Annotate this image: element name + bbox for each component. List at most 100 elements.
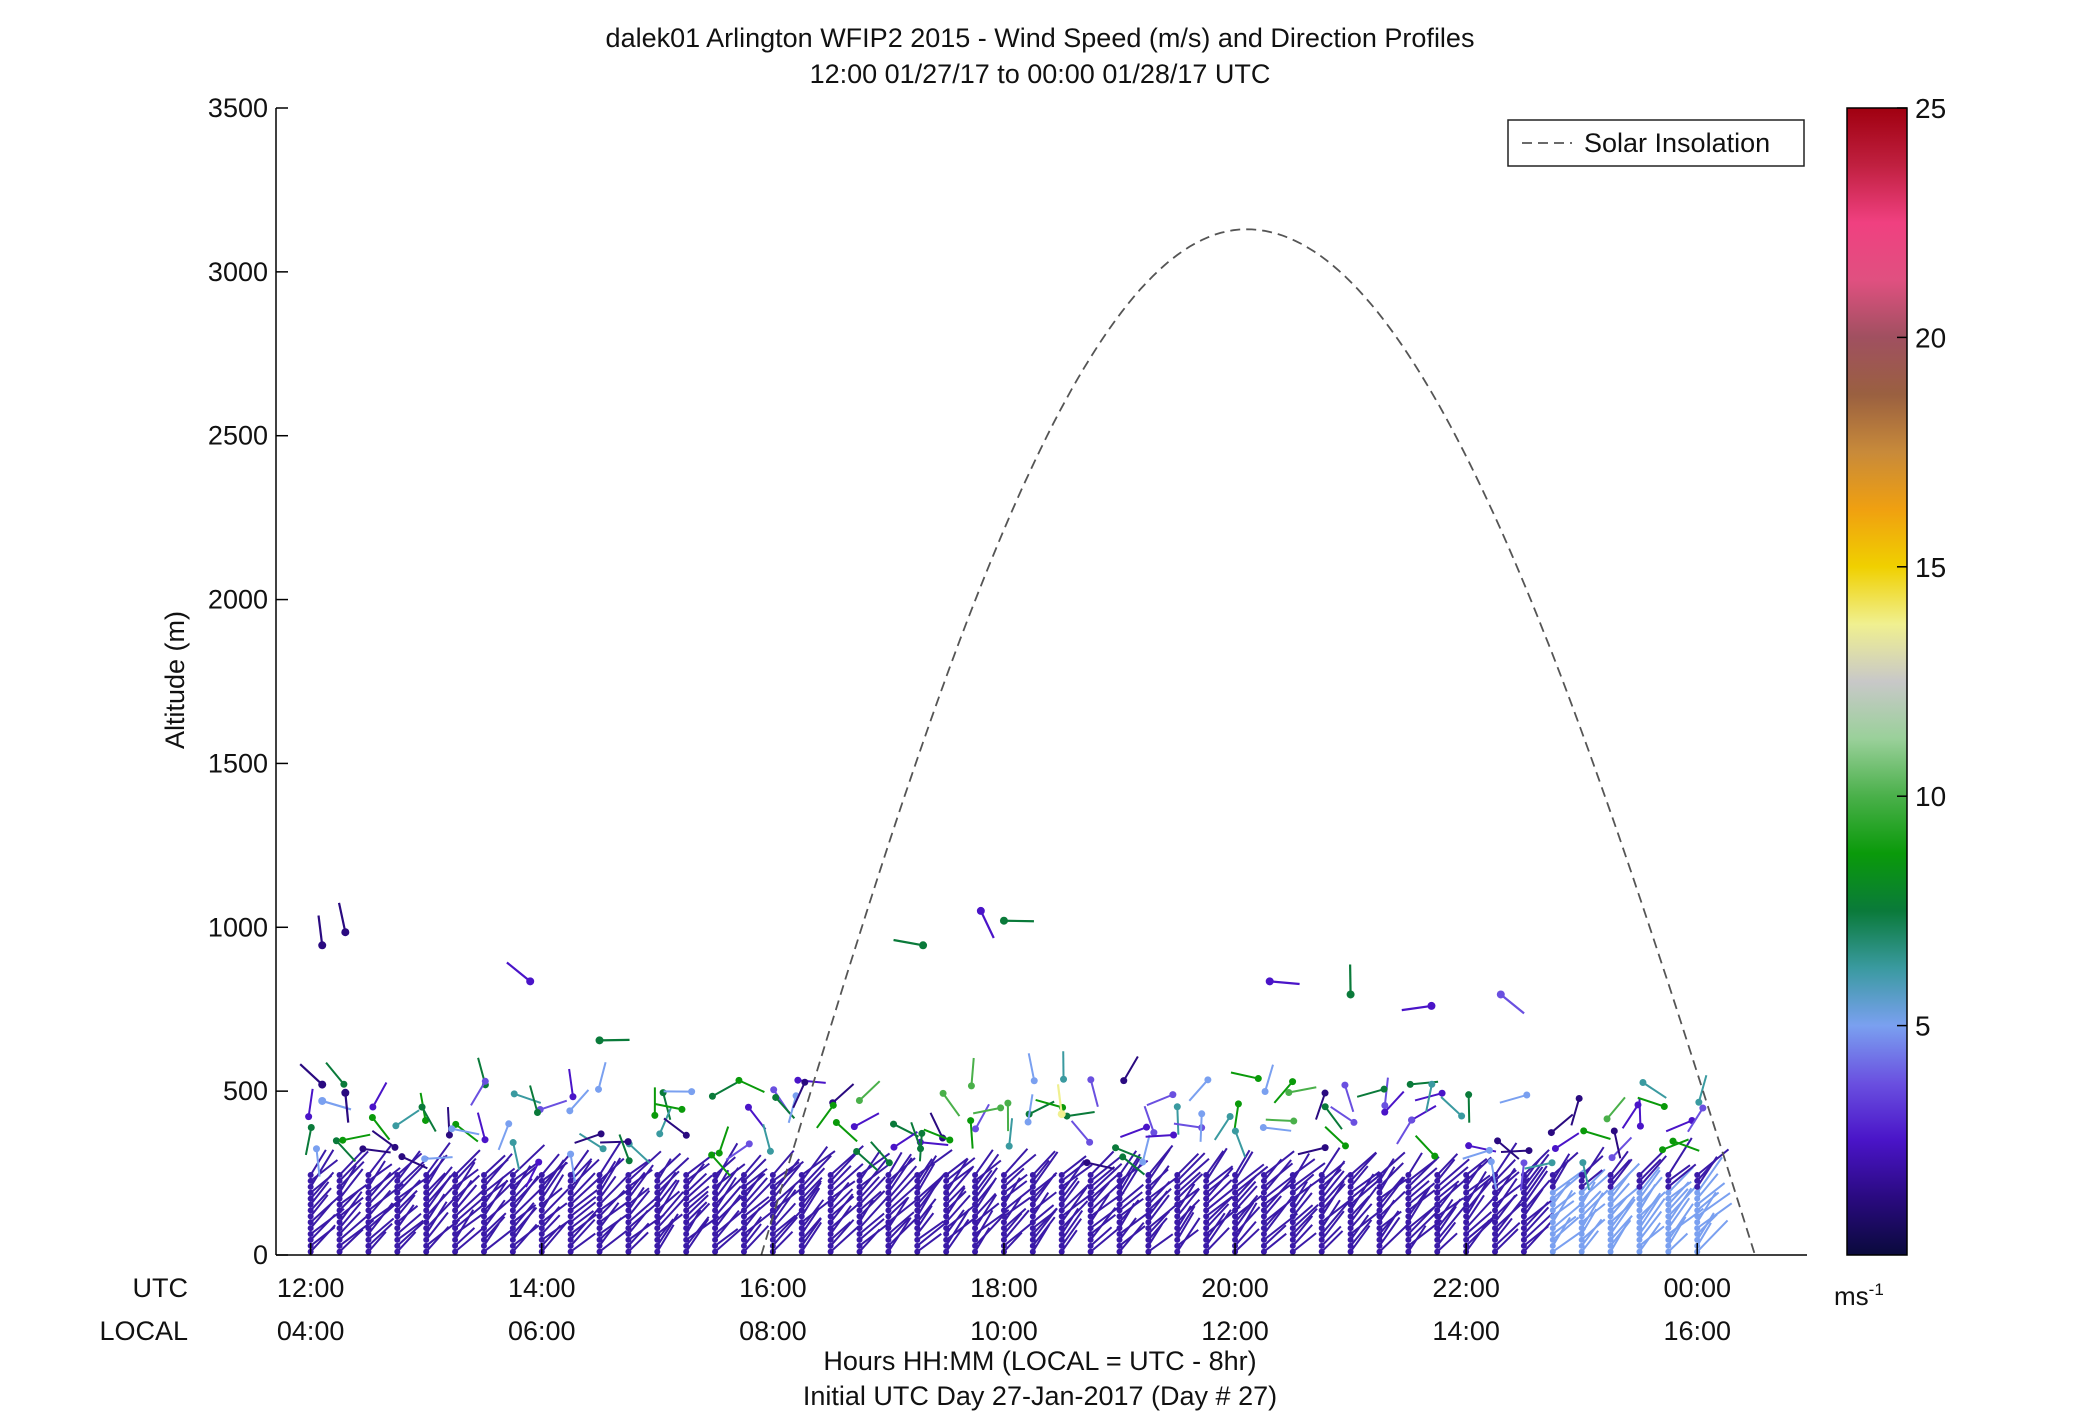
- wind-barb-shaft: [800, 1146, 829, 1182]
- wind-barb-point: [1321, 1089, 1329, 1097]
- wind-barb-shaft: [1637, 1096, 1665, 1108]
- wind-barb-shaft: [792, 1081, 806, 1109]
- wind-barb-shaft: [974, 1159, 1002, 1182]
- wind-barb-point: [1000, 1195, 1007, 1202]
- wind-barb-shaft: [1205, 1173, 1230, 1194]
- wind-barb-point: [1232, 1195, 1239, 1202]
- wind-barb-point: [365, 1248, 372, 1255]
- colorbar: [1846, 107, 1908, 1256]
- wind-barb-shaft: [829, 1181, 850, 1206]
- wind-barb-point: [1549, 1201, 1556, 1208]
- wind-barb-point: [1289, 1183, 1296, 1190]
- wind-barb-point: [740, 1189, 747, 1196]
- wind-barb-point: [1549, 1213, 1556, 1220]
- wind-barb-point: [1260, 1225, 1267, 1232]
- wind-barb-shaft: [916, 1155, 938, 1188]
- wind-barb-point: [856, 1236, 863, 1243]
- wind-barb-point: [943, 1231, 950, 1238]
- wind-barb-point: [798, 1231, 805, 1238]
- wind-barb-point: [1116, 1195, 1123, 1202]
- wind-barb-shaft: [916, 1220, 945, 1241]
- wind-barb-shaft: [1032, 1204, 1055, 1223]
- wind-barb-point: [712, 1172, 719, 1179]
- wind-barb-shaft: [512, 1223, 538, 1253]
- wind-barb-point: [740, 1195, 747, 1202]
- wind-barb-point: [1347, 1248, 1354, 1255]
- wind-barb-point: [452, 1248, 459, 1255]
- utc-tick-label: 22:00: [1432, 1273, 1500, 1303]
- wind-barb-point: [1636, 1201, 1643, 1208]
- wind-barb-shaft: [1263, 1180, 1296, 1206]
- wind-barb-shaft: [974, 1194, 998, 1229]
- wind-barb-shaft: [974, 1103, 990, 1130]
- wind-barb-point: [1143, 1123, 1151, 1131]
- wind-barb-point: [769, 1201, 776, 1208]
- wind-barb-point: [1494, 1137, 1502, 1145]
- wind-barb-point: [827, 1172, 834, 1179]
- wind-barb-shaft: [540, 1174, 565, 1211]
- wind-barb-point: [1260, 1242, 1267, 1249]
- wind-barb-shaft: [887, 1174, 917, 1206]
- wind-barb-shaft: [1234, 1151, 1254, 1182]
- wind-barb-point: [1145, 1183, 1152, 1190]
- wind-barb-point: [1232, 1172, 1239, 1179]
- wind-barb-point: [480, 1231, 487, 1238]
- wind-barb-point: [394, 1195, 401, 1202]
- wind-barb-point: [365, 1207, 372, 1214]
- wind-barb-shaft: [974, 1214, 1005, 1247]
- wind-barb-shaft: [1118, 1191, 1143, 1212]
- wind-barb-shaft: [570, 1201, 597, 1224]
- wind-barb-point: [1260, 1177, 1267, 1184]
- wind-barb-shaft: [1414, 1135, 1436, 1157]
- wind-barb-point: [827, 1207, 834, 1214]
- wind-barb-shaft: [1315, 1092, 1326, 1120]
- wind-barb-point: [712, 1248, 719, 1255]
- wind-barb-shaft: [1176, 1188, 1200, 1217]
- wind-barb-shaft: [920, 1141, 949, 1146]
- wind-barb-point: [1376, 1219, 1383, 1226]
- wind-barb-shaft: [512, 1144, 546, 1176]
- wind-barb-point: [625, 1195, 632, 1202]
- wind-barb-shaft: [1061, 1161, 1086, 1182]
- wind-barb-shaft: [1320, 1201, 1350, 1235]
- wind-barb-shaft: [1320, 1174, 1349, 1206]
- wind-barb-shaft: [972, 1106, 1001, 1115]
- wind-barb-shaft: [1552, 1200, 1575, 1218]
- wind-barb-point: [1487, 1158, 1495, 1166]
- wind-barb-point: [683, 1183, 690, 1190]
- wind-barb-shaft: [1378, 1210, 1402, 1229]
- wind-barb-shaft: [1407, 1182, 1436, 1206]
- wind-barb-point: [1116, 1231, 1123, 1238]
- wind-barb-shaft: [1349, 1177, 1382, 1206]
- wind-barb-point: [509, 1236, 516, 1243]
- wind-barb-shaft: [1292, 1224, 1313, 1247]
- wind-barb-point: [1665, 1225, 1672, 1232]
- wind-barb-shaft: [801, 1197, 835, 1224]
- wind-barb-shaft: [1609, 1201, 1634, 1223]
- wind-barb-point: [688, 1088, 696, 1096]
- wind-barb-point: [1607, 1236, 1614, 1243]
- wind-barb-point: [946, 1136, 954, 1144]
- wind-barb-point: [1174, 1195, 1181, 1202]
- wind-barb-point: [919, 941, 928, 950]
- wind-barb-point: [423, 1236, 430, 1243]
- wind-barb-point: [359, 1145, 367, 1153]
- wind-barb-point: [1289, 1225, 1296, 1232]
- wind-barb-point: [856, 1225, 863, 1232]
- wind-barb-shaft: [916, 1212, 935, 1235]
- wind-barb-shaft: [1436, 1153, 1459, 1176]
- wind-barb-point: [1232, 1183, 1239, 1190]
- wind-barb-point: [480, 1207, 487, 1214]
- wind-barb-shaft: [307, 1088, 314, 1117]
- wind-barb-point: [1116, 1189, 1123, 1196]
- wind-barb-shaft: [1523, 1149, 1550, 1176]
- wind-barb-point: [770, 1086, 778, 1094]
- wind-barb-shaft: [310, 1159, 339, 1182]
- wind-barb-shaft: [974, 1192, 997, 1218]
- wind-barb-point: [336, 1201, 343, 1208]
- wind-barb-shaft: [656, 1198, 685, 1229]
- wind-barb-point: [1000, 1177, 1007, 1184]
- wind-barb-point: [1087, 1236, 1094, 1243]
- wind-barb-point: [1405, 1195, 1412, 1202]
- wind-barb-point: [1492, 1195, 1499, 1202]
